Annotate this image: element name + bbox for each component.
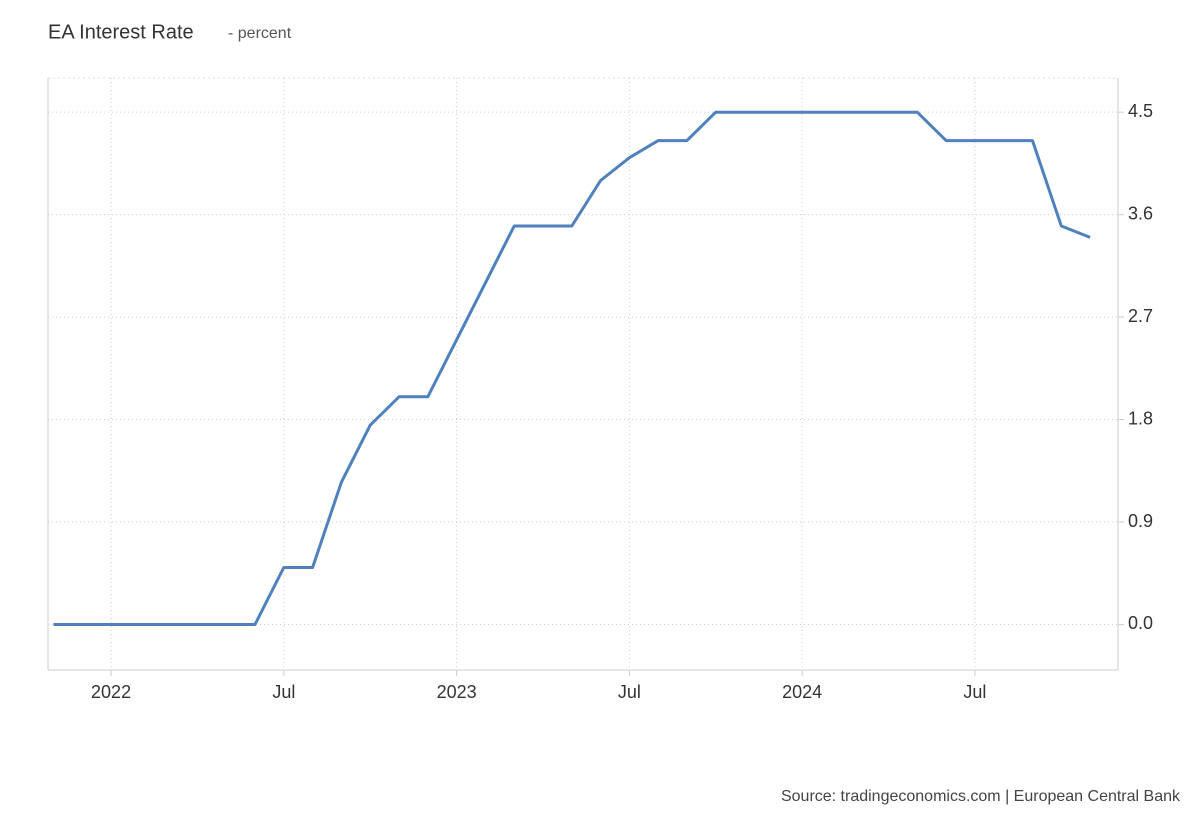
- data-line: [53, 110, 1091, 626]
- y-tick-label: 4.5: [1128, 101, 1153, 121]
- chart-title: EA Interest Rate: [48, 21, 194, 43]
- x-tick-label: 2024: [782, 682, 822, 702]
- y-tick-label: 2.7: [1128, 306, 1153, 326]
- y-tick-label: 3.6: [1128, 203, 1153, 223]
- x-tick-label: Jul: [963, 682, 986, 702]
- y-tick-label: 0.9: [1128, 511, 1153, 531]
- y-tick-label: 1.8: [1128, 408, 1153, 428]
- x-tick-label: 2023: [437, 682, 477, 702]
- chart-subtitle: - percent: [228, 25, 292, 42]
- source: Source: tradingeconomics.com | European …: [781, 788, 1181, 805]
- x-tick-label: 2022: [91, 682, 131, 702]
- x-tick-label: Jul: [618, 682, 641, 702]
- y-tick-label: 0.0: [1128, 613, 1153, 633]
- x-tick-label: Jul: [272, 682, 295, 702]
